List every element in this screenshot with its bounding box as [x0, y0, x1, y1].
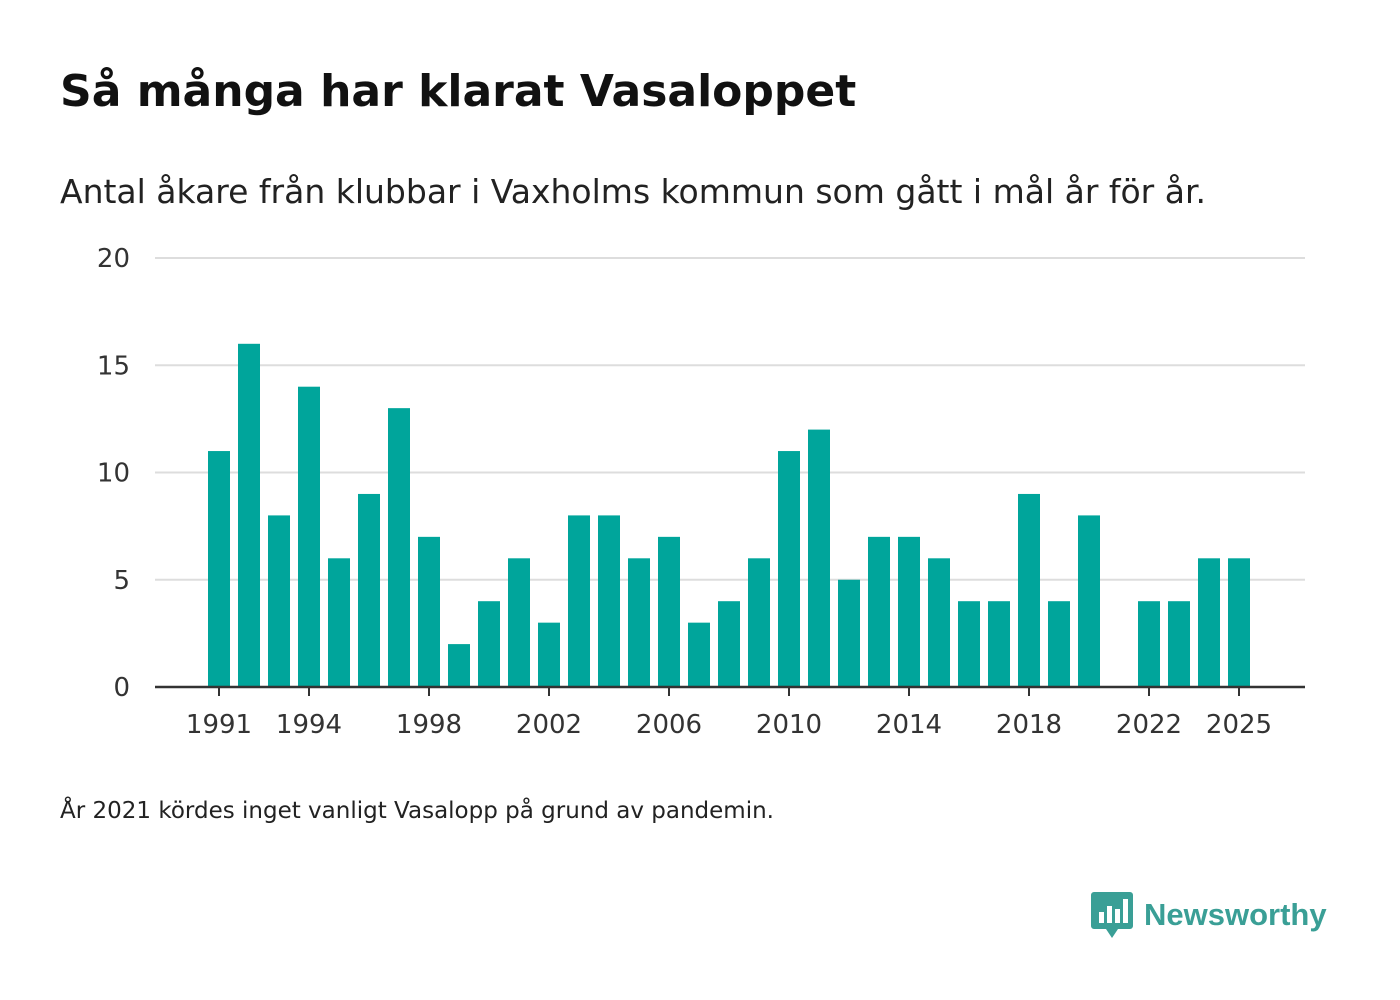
- bar-2012: [838, 579, 860, 687]
- bar-2024: [1198, 558, 1220, 687]
- bar-2017: [988, 601, 1010, 687]
- bar-2006: [658, 536, 680, 687]
- bar-2018: [1018, 493, 1040, 687]
- bar-2023: [1168, 601, 1190, 687]
- bar-2025: [1228, 558, 1250, 687]
- bar-2002: [538, 622, 560, 687]
- y-tick-label: 15: [97, 351, 130, 381]
- bar-1991: [208, 451, 230, 687]
- x-tick-label: 2018: [996, 710, 1062, 740]
- bar-1996: [358, 493, 380, 687]
- bar-1999: [448, 644, 470, 687]
- bar-1994: [298, 386, 320, 687]
- bar-1998: [418, 536, 440, 687]
- bar-chart-speech-bubble-icon: [1091, 892, 1133, 938]
- y-tick-label: 5: [113, 566, 130, 596]
- newsworthy-logo: Newsworthy: [1090, 890, 1327, 940]
- bar-2010: [778, 451, 800, 687]
- bar-2013: [868, 536, 890, 687]
- x-tick-label: 2025: [1206, 710, 1272, 740]
- bar-2019: [1048, 601, 1070, 687]
- bar-2008: [718, 601, 740, 687]
- y-tick-label: 0: [113, 673, 130, 703]
- bar-1995: [328, 558, 350, 687]
- bar-2004: [598, 515, 620, 687]
- x-tick-label: 1991: [186, 710, 252, 740]
- x-tick-labels: 1991 1994 1998 2002 2006 2010 2014 2018 2022 2025: [186, 710, 1272, 740]
- footnote: År 2021 kördes inget vanligt Vasalopp på…: [60, 798, 774, 824]
- bar-2001: [508, 558, 530, 687]
- bar-chart: 0 5 10 15 20 1991 1994 1998 2002 2006 2010 2014 201…: [97, 244, 1305, 740]
- y-tick-labels: 0 5 10 15 20: [97, 244, 130, 703]
- x-tick-label: 2006: [636, 710, 702, 740]
- y-tick-label: 20: [97, 244, 130, 274]
- bar-2005: [628, 558, 650, 687]
- chart-subtitle: Antal åkare från klubbar i Vaxholms komm…: [60, 172, 1206, 211]
- bar-1993: [268, 515, 290, 687]
- x-tick-label: 2014: [876, 710, 942, 740]
- x-tick-label: 1998: [396, 710, 462, 740]
- bar-2022: [1138, 601, 1160, 687]
- x-tick-label: 2010: [756, 710, 822, 740]
- bar-1992: [238, 343, 260, 687]
- x-tick-label: 1994: [276, 710, 342, 740]
- y-tick-label: 10: [97, 459, 130, 489]
- x-axis: [155, 685, 1305, 696]
- bar-2003: [568, 515, 590, 687]
- bar-2020: [1078, 515, 1100, 687]
- bar-2015: [928, 558, 950, 687]
- bar-2000: [478, 601, 500, 687]
- x-tick-label: 2002: [516, 710, 582, 740]
- brand-name: Newsworthy: [1144, 897, 1327, 932]
- bar-2014: [898, 536, 920, 687]
- bar-2016: [958, 601, 980, 687]
- chart-title: Så många har klarat Vasaloppet: [60, 66, 857, 117]
- bar-2007: [688, 622, 710, 687]
- grid-lines: [155, 257, 1305, 581]
- bar-2009: [748, 558, 770, 687]
- bars: [208, 343, 1250, 687]
- bar-2011: [808, 429, 830, 687]
- bar-1997: [388, 408, 410, 687]
- x-tick-label: 2022: [1116, 710, 1182, 740]
